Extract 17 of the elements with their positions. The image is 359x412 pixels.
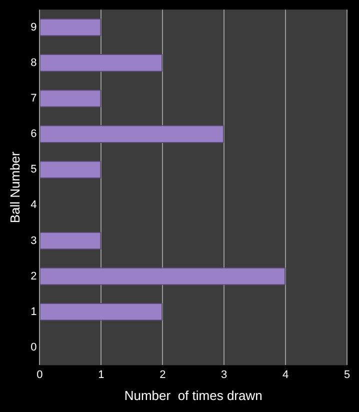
x-tick-label: 2: [160, 368, 166, 381]
x-tick-label: 1: [98, 368, 104, 381]
y-tick-label: 9: [30, 21, 37, 34]
y-tick-label: 5: [30, 164, 37, 176]
y-tick-label: 4: [30, 199, 37, 212]
y-tick-label: 3: [30, 234, 37, 247]
y-tick-label: 8: [30, 56, 37, 69]
y-tick-label: 1: [30, 306, 37, 318]
y-axis-title: Ball Number: [7, 150, 22, 224]
y-tick-label: 7: [30, 92, 37, 105]
x-tick-label: 5: [344, 368, 350, 381]
x-tick-label: 3: [221, 368, 228, 381]
y-tick-label: 0: [30, 341, 37, 354]
x-axis-title: Number of times drawn: [124, 388, 262, 403]
x-tick-label: 4: [282, 368, 289, 381]
y-tick-label: 2: [30, 270, 37, 282]
y-tick-label: 6: [30, 128, 37, 140]
